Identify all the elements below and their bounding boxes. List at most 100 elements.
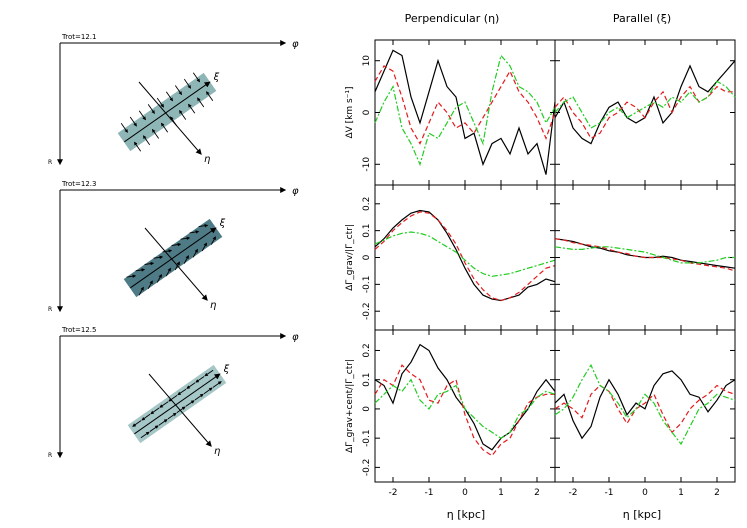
velocity-arrow [132, 420, 142, 427]
x-axis-label-left: η [kpc] [447, 508, 485, 521]
series-line-green [374, 378, 556, 439]
velocity-arrow [126, 274, 137, 279]
eta-label: η [214, 446, 220, 457]
y-tick-label: 0 [362, 254, 372, 260]
x-tick-label: 2 [714, 488, 720, 498]
chart-panel [554, 184, 736, 331]
velocity-arrow [203, 387, 213, 395]
velocity-arrow [180, 236, 191, 241]
velocity-arrow [179, 110, 187, 120]
y-tick-label: 0.2 [362, 197, 372, 211]
schematic-trot-label: Trot=12.5 [61, 326, 96, 334]
velocity-arrow [186, 382, 196, 389]
chart-panel: -2 -1 0 1 2 [554, 329, 736, 498]
x-tick-label: 0 [642, 488, 648, 498]
r-label: R [48, 159, 52, 166]
velocity-arrow [162, 249, 173, 253]
velocity-arrow [210, 236, 216, 245]
velocity-arrow [198, 223, 209, 228]
chart-grid: Perpendicular (η) Parallel (ξ) η [kpc] η… [345, 12, 736, 521]
xi-axis-arrow [124, 81, 211, 143]
schematic-panel: Trot=12.1 φ Rξ η [48, 33, 299, 166]
phi-label: φ [292, 332, 299, 343]
velocity-arrow [129, 116, 137, 127]
x-tick-label: 2 [534, 488, 540, 498]
velocity-arrow [176, 406, 186, 413]
velocity-arrow [201, 242, 207, 252]
velocity-arrow [188, 103, 196, 114]
velocity-arrow [194, 393, 204, 401]
phi-label: φ [292, 39, 299, 50]
velocity-arrow [165, 91, 174, 102]
series-line-black [554, 60, 736, 145]
series-line-green [554, 363, 736, 446]
velocity-arrow [142, 135, 151, 146]
chart-panel: -0.2 -0.1 0 0.1 0.2 [362, 184, 556, 331]
r-label: R [48, 306, 52, 313]
y-tick-label: -0.1 [362, 276, 372, 294]
velocity-arrow [183, 255, 189, 264]
velocity-arrow [140, 431, 150, 439]
series-line-black [554, 238, 736, 269]
velocity-arrow [159, 401, 169, 408]
r-label: R [48, 452, 52, 459]
panel-frame [374, 39, 556, 186]
y-tick-label: -0.2 [362, 302, 372, 320]
velocity-arrow [156, 273, 162, 283]
velocity-arrow [158, 419, 168, 426]
velocity-arrow [138, 286, 144, 296]
velocity-arrow [174, 85, 183, 96]
x-tick-label: -1 [605, 488, 614, 498]
series-line-black [374, 49, 556, 175]
y-axis-label: ΔV [km s⁻¹] [345, 86, 355, 138]
series-line-black [374, 343, 556, 451]
series-line-red [554, 85, 735, 140]
velocity-arrow [195, 376, 205, 383]
series-line-red [374, 211, 556, 302]
velocity-arrow [189, 230, 200, 234]
schematic-panel: Trot=12.5 φ Rξ η [48, 326, 299, 459]
velocity-arrow [160, 122, 169, 133]
series-line-black [374, 209, 556, 302]
series-line-red [554, 384, 736, 434]
velocity-arrow [169, 116, 178, 127]
y-tick-label: 0 [362, 109, 372, 115]
velocity-arrow [192, 72, 201, 83]
y-axis-label: ΔΓ_grav+cent/|Γ_ctr| [345, 359, 355, 453]
y-tick-label: 0 [362, 406, 372, 412]
velocity-arrow [133, 141, 142, 152]
velocity-arrow [185, 400, 195, 407]
velocity-arrow [150, 407, 160, 415]
series-line-red [374, 364, 555, 457]
phi-label: φ [292, 186, 299, 197]
panel-frame [554, 39, 736, 186]
eta-axis-arrow [144, 227, 208, 301]
velocity-arrow [197, 97, 205, 108]
series-line-black [554, 370, 736, 440]
panel-frame [374, 184, 556, 331]
chart-panel: -10 0 10 [362, 39, 556, 186]
velocity-arrow [141, 413, 151, 421]
y-tick-label: -0.1 [362, 429, 372, 447]
x-tick-label: 1 [498, 488, 504, 498]
velocity-arrow [151, 128, 160, 139]
xi-label: ξ [223, 364, 230, 375]
xi-axis-arrow [134, 373, 221, 435]
velocity-arrow [138, 110, 146, 121]
series-line-green [374, 54, 556, 167]
schematic-diagrams: Trot=12.1 φ Rξ η Trot=12.3 φ Rξ η Trot=12.5 φ Rξ η [48, 33, 299, 459]
xi-label: ξ [213, 72, 220, 83]
schematic-trot-label: Trot=12.3 [61, 180, 96, 188]
x-tick-label: 0 [462, 488, 468, 498]
x-tick-label: -2 [569, 488, 578, 498]
eta-label: η [210, 300, 216, 311]
schematic-trot-label: Trot=12.1 [61, 33, 96, 41]
eta-label: η [204, 154, 210, 165]
schematic-panel: Trot=12.3 φ Rξ η [48, 180, 299, 313]
velocity-arrow [192, 248, 198, 258]
column-title-perpendicular: Perpendicular (η) [405, 12, 500, 25]
velocity-arrow [206, 91, 214, 101]
velocity-arrow [177, 388, 187, 396]
panel-frame [554, 329, 736, 483]
